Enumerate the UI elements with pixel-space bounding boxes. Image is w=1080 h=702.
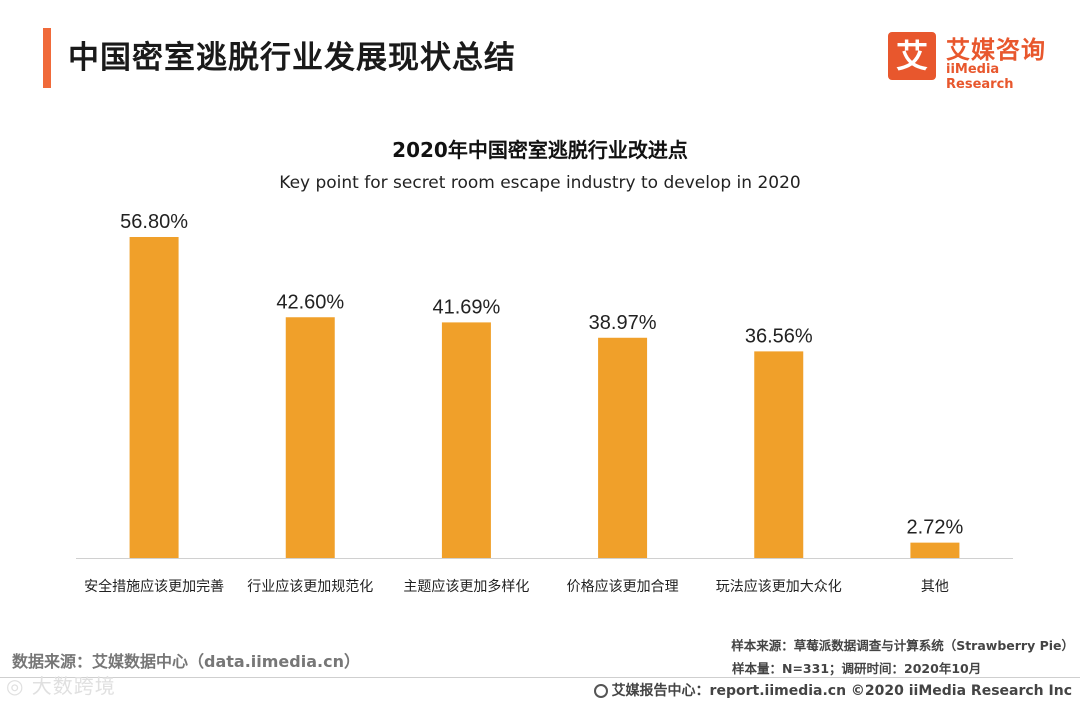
bar-5 [754, 351, 804, 558]
logo-name-en: iiMedia Research [946, 62, 1014, 92]
bar-4 [598, 337, 648, 558]
report-center-text: 艾媒报告中心：report.iimedia.cn ©2020 iiMedia R… [611, 683, 1072, 699]
chart-title: 2020年中国密室逃脱行业改进点 [392, 138, 688, 162]
data-label-2: 42.60% [276, 291, 344, 313]
title-accent-bar [43, 28, 51, 88]
data-label-1: 56.80% [120, 211, 188, 233]
sample-source: 样本来源：草莓派数据调查与计算系统（Strawberry Pie） [731, 638, 1074, 653]
logo-mark-icon: 艾 [888, 32, 936, 80]
bar-3 [441, 322, 491, 558]
bar-chart: 56.80% 安全措施应该更加完善 42.60% 行业应该更加规范化 41.69% 主题应… [76, 211, 1013, 595]
globe-icon [593, 684, 608, 698]
category-label-2: 行业应该更加规范化 [247, 578, 373, 595]
data-label-3: 41.69% [432, 296, 500, 318]
data-label-5: 36.56% [745, 325, 813, 347]
chart-subtitle: Key point for secret room escape industr… [279, 173, 801, 193]
bar-2 [285, 317, 335, 558]
sample-size: 样本量：N=331；调研时间：2020年10月 [732, 661, 982, 676]
report-center-footer: 艾媒报告中心：report.iimedia.cn ©2020 iiMedia R… [593, 680, 1072, 700]
bar-6 [910, 542, 960, 558]
bar-1 [129, 237, 179, 558]
footer-divider [0, 677, 1080, 678]
logo-name-cn: 艾媒咨询 [946, 36, 1046, 64]
data-label-6: 2.72% [907, 517, 964, 539]
watermark: ◎ 大数跨境 [6, 674, 116, 698]
category-label-1: 安全措施应该更加完善 [84, 578, 224, 595]
category-label-3: 主题应该更加多样化 [403, 578, 529, 595]
data-label-4: 38.97% [589, 312, 657, 334]
page-title: 中国密室逃脱行业发展现状总结 [68, 40, 516, 76]
data-source: 数据来源：艾媒数据中心（data.iimedia.cn） [12, 652, 360, 671]
category-label-6: 其他 [921, 579, 949, 595]
iimedia-logo: 艾 艾媒咨询 iiMedia Research [888, 30, 1068, 92]
category-label-4: 价格应该更加合理 [567, 578, 679, 595]
category-label-5: 玩法应该更加大众化 [716, 578, 842, 595]
